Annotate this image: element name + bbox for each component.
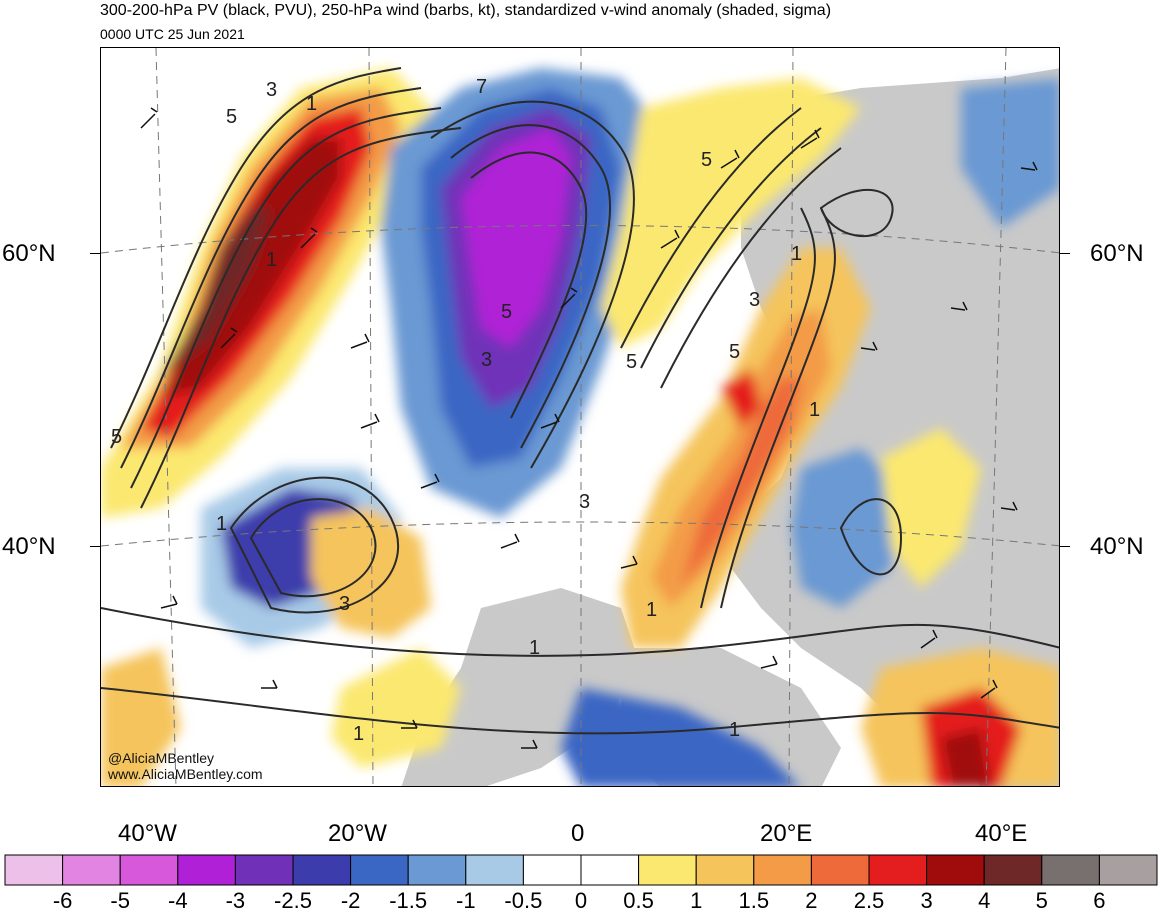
colorbar-label: -4 <box>168 888 188 913</box>
colorbar-swatch <box>292 854 352 886</box>
colorbar-swatch <box>753 854 812 886</box>
colorbar-label: 6 <box>1093 888 1106 913</box>
valid-time: 0000 UTC 25 Jun 2021 <box>100 26 245 42</box>
colorbar-swatch <box>868 854 928 886</box>
colorbar-label: -0.5 <box>504 888 543 913</box>
colorbar-label: -1 <box>456 888 476 913</box>
lon-label-20w: 20°W <box>328 820 387 847</box>
graticule <box>101 48 1059 786</box>
colorbar-label: 3 <box>920 888 933 913</box>
contour-label: 5 <box>111 426 122 448</box>
contour-label: 1 <box>529 637 540 659</box>
contour-label: 5 <box>701 149 712 171</box>
colorbar-label: -3 <box>225 888 246 913</box>
colorbar-swatch <box>522 854 582 886</box>
contour-label: 3 <box>339 593 350 615</box>
colorbar-label: 0.5 <box>623 888 654 913</box>
colorbar-label: -5 <box>110 888 130 913</box>
contour-label: 1 <box>216 513 227 535</box>
colorbar-swatch <box>810 854 870 886</box>
colorbar-swatch <box>983 854 1043 886</box>
contour-label: 7 <box>476 76 487 98</box>
lat-label-60n-left: 60°N <box>2 240 56 267</box>
lon-label-40w: 40°W <box>118 820 177 847</box>
colorbar-label: -2 <box>340 888 361 913</box>
contour-label: 5 <box>729 341 740 363</box>
contour-labels: 3 5 1 7 5 3 1 5 5 1 5 5 3 3 1 1 3 1 1 1 … <box>111 76 820 745</box>
colorbar-swatch <box>119 854 179 886</box>
contour-label: 3 <box>749 289 760 311</box>
credit-handle: @AliciaMBentley <box>108 750 215 766</box>
contour-label: 5 <box>501 301 512 323</box>
colorbar-swatch <box>1098 854 1158 886</box>
colorbar-swatch <box>580 854 640 886</box>
colorbar-label: 2 <box>805 888 818 913</box>
contour-label: 3 <box>266 79 277 101</box>
colorbar-label: -6 <box>52 888 73 913</box>
map-title: 300-200-hPa PV (black, PVU), 250-hPa win… <box>100 2 832 19</box>
colorbar-label: 1 <box>690 888 703 913</box>
colorbar-swatch <box>1041 854 1100 886</box>
lon-label-40e: 40°E <box>975 820 1028 847</box>
colorbar-swatch <box>465 854 524 886</box>
colorbar-label: 0 <box>574 888 588 913</box>
map-panel: 3 5 1 7 5 3 1 5 5 1 5 5 3 3 1 1 3 1 1 1 … <box>100 47 1060 787</box>
colorbar-label: -1.5 <box>389 888 428 913</box>
credit-site: www.AliciaMBentley.com <box>108 766 263 782</box>
colorbar-label: 5 <box>1035 888 1048 913</box>
contour-label: 3 <box>579 491 590 513</box>
colorbar-swatch <box>4 854 64 886</box>
contour-label: 1 <box>306 93 317 115</box>
weather-map: 3 5 1 7 5 3 1 5 5 1 5 5 3 3 1 1 3 1 1 1 … <box>101 48 1059 786</box>
colorbar-label: -2.5 <box>274 888 312 913</box>
pv-contours <box>101 67 1059 735</box>
contour-label: 1 <box>646 599 657 621</box>
colorbar-label: 4 <box>978 888 991 913</box>
contour-label: 5 <box>226 106 237 128</box>
lat-label-60n-right: 60°N <box>1090 240 1144 267</box>
colorbar-swatch <box>350 854 409 886</box>
colorbar-swatch <box>177 854 236 886</box>
lon-label-20e: 20°E <box>760 820 813 847</box>
colorbar-label: 2.5 <box>853 888 885 913</box>
colorbar-swatch <box>638 854 697 886</box>
credit-watermark: @AliciaMBentley www.AliciaMBentley.com <box>108 750 263 782</box>
wind-barbs <box>140 107 1038 749</box>
contour-label: 3 <box>481 349 492 371</box>
contour-label: 1 <box>791 243 802 265</box>
contour-label: 1 <box>353 723 364 745</box>
colorbar-swatch <box>62 854 121 886</box>
contour-label: 1 <box>729 719 740 741</box>
colorbar-swatch <box>234 854 294 886</box>
contour-label: 5 <box>626 351 637 373</box>
contour-label: 1 <box>809 399 820 421</box>
lat-label-40n-left: 40°N <box>2 533 56 560</box>
colorbar-swatch <box>695 854 755 886</box>
lat-label-40n-right: 40°N <box>1090 533 1144 560</box>
colorbar-swatch <box>407 854 467 886</box>
anomaly-shading <box>101 68 1059 786</box>
colorbar-swatch <box>926 854 985 886</box>
contour-label: 1 <box>266 249 277 271</box>
colorbar-label: 1.5 <box>738 888 770 913</box>
lon-label-0: 0 <box>571 820 585 847</box>
colorbar <box>4 854 1158 886</box>
